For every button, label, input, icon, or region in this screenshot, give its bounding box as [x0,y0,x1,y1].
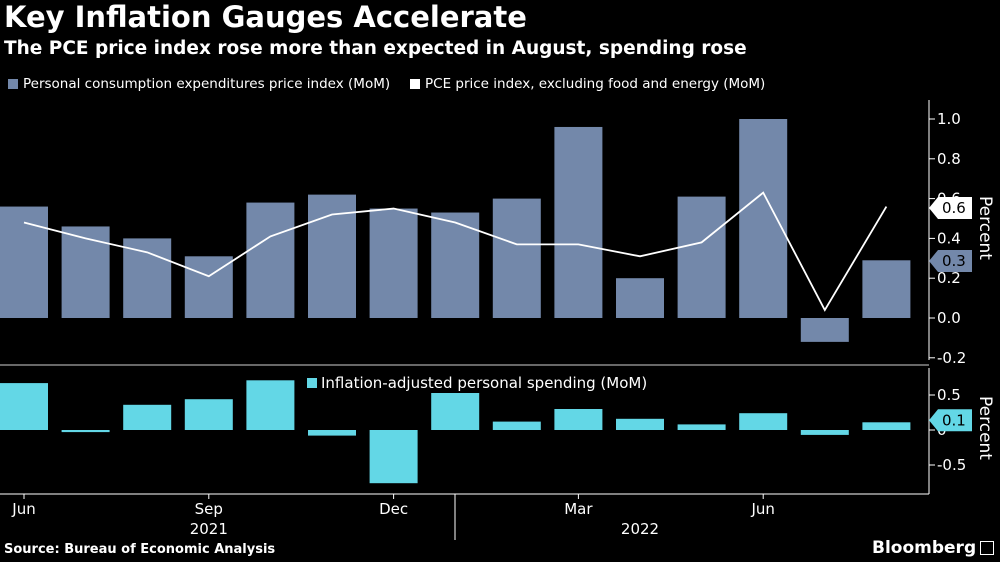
top-ytick-label-3: 0.4 [937,229,961,247]
pce-bar-1 [61,226,110,318]
xtick-label-3: Mar [564,500,593,518]
top-ytick-label-1: 0.8 [937,150,961,168]
spending-bar-13 [800,430,849,435]
spending-bar-8 [492,421,541,430]
spending-bar-0 [0,383,48,430]
source-note: Source: Bureau of Economic Analysis [4,542,276,557]
pce-bar-14 [862,260,911,318]
core-last-value-tag-bg [929,197,972,219]
spending-bar-1 [61,430,110,433]
spending-bar-3 [184,399,233,430]
top-ytick-label-5: 0.0 [937,309,961,327]
spending-last-value-tag-bg [929,409,972,432]
xtick-label-4: Jun [750,500,774,518]
bloomberg-logo-box-icon [980,541,994,555]
spending-bar-6 [369,430,418,484]
spending-bar-14 [862,422,911,430]
pce-bar-8 [492,198,541,318]
spending-bar-12 [739,413,788,430]
legend-core: PCE price index, excluding food and ener… [410,76,765,92]
spending-bar-5 [308,430,356,436]
bottom-ytick-label-0: 0.5 [937,386,961,404]
spending-bar-11 [677,424,726,430]
year-label-1: 2022 [621,520,659,538]
spending-bar-9 [554,409,603,430]
pce-bar-4 [246,202,295,318]
xtick-label-0: Jun [11,500,35,518]
pce-bar-11 [677,196,726,318]
pce-last-value-tag-bg [929,250,972,272]
bottom-ytick-label-2: -0.5 [937,456,966,474]
chart-subtitle: The PCE price index rose more than expec… [4,38,747,59]
spending-legend-label: Inflation-adjusted personal spending (Mo… [321,374,647,392]
pce-bar-7 [431,212,480,318]
pce-bar-6 [369,208,418,318]
year-label-0: 2021 [190,520,228,538]
top-ytick-label-0: 1.0 [937,110,961,128]
chart-title: Key Inflation Gauges Accelerate [4,0,527,34]
xtick-label-1: Sep [195,500,223,518]
legend-core-swatch [410,79,420,89]
pce-bar-9 [554,126,603,319]
pce-bar-10 [616,278,664,318]
spending-bar-4 [246,380,295,430]
pce-bar-13 [800,318,849,342]
bloomberg-logo: Bloomberg [872,538,977,558]
legend-core-label: PCE price index, excluding food and ener… [425,76,766,92]
pce-bar-12 [739,119,788,318]
top-ytick-label-4: 0.2 [937,269,961,287]
top-y-axis-label: Percent [975,196,995,260]
spending-bar-10 [616,418,664,430]
spending-legend-bg [303,373,640,393]
spending-last-value-tag-text: 0.1 [942,411,966,429]
legend-pce-label: Personal consumption expenditures price … [23,76,391,92]
pce-bar-2 [123,238,172,318]
spending-legend-swatch [307,378,317,388]
core-pce-line [23,191,888,312]
pce-bar-0 [0,206,48,318]
legend-pce: Personal consumption expenditures price … [8,76,390,92]
legend-pce-swatch [8,79,18,89]
top-ytick-label-6: -0.2 [937,349,966,367]
core-last-value-tag-text: 0.6 [942,199,966,217]
bottom-y-axis-label: Percent [975,396,995,460]
spending-bar-2 [123,404,172,430]
pce-last-value-tag-text: 0.3 [942,252,966,270]
xtick-label-2: Dec [379,500,408,518]
